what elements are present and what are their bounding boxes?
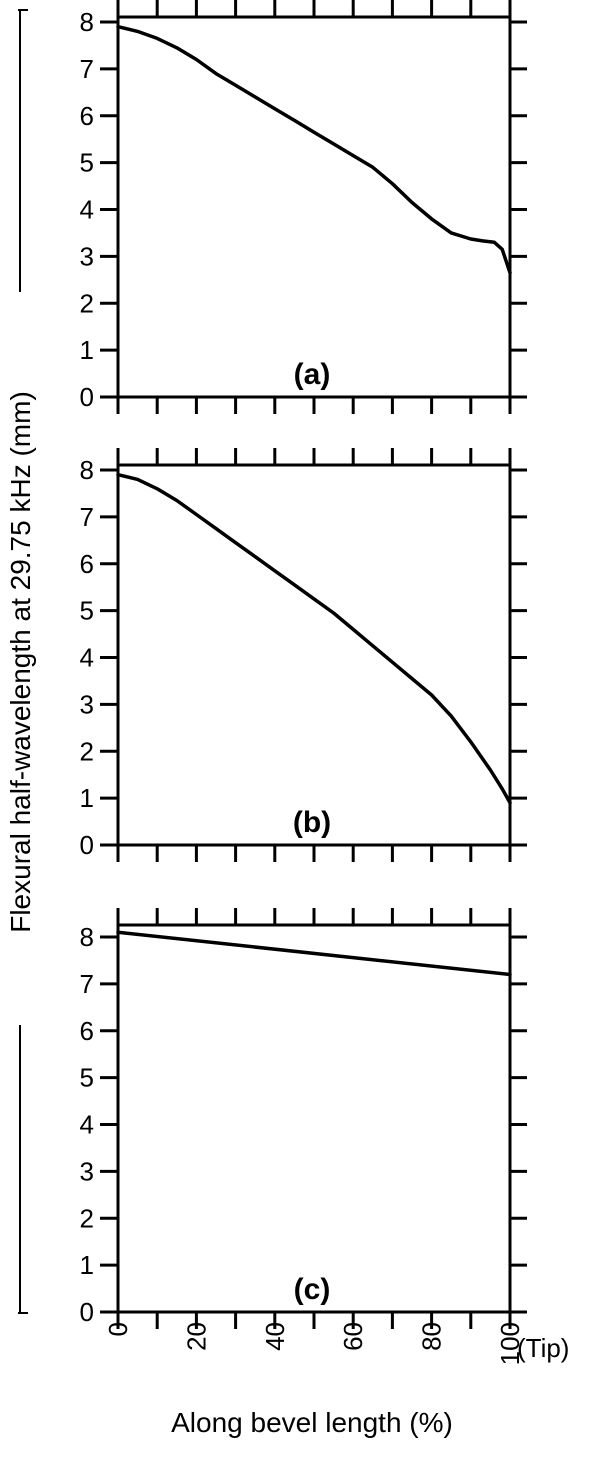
x-tick-labels-group: 0 20 40 60 80 100 — [103, 1322, 525, 1365]
x-tick-label: 80 — [417, 1322, 447, 1351]
panel-c-y-tick-label: 5 — [80, 1063, 94, 1093]
x-tick-label: 60 — [338, 1322, 368, 1351]
panel-b-y-tick-label: 8 — [80, 455, 94, 485]
y-axis-title-group: Flexural half-wavelength at 29.75 kHz (m… — [5, 9, 36, 1314]
panel-b-y-tick-label: 6 — [80, 549, 94, 579]
panel-a: 0 1 2 3 4 5 6 7 8 (a) — [80, 0, 527, 414]
panel-a-y-tick-label: 3 — [80, 241, 94, 271]
panel-b-y-tick-label: 3 — [80, 689, 94, 719]
x-tick-label: 20 — [181, 1322, 211, 1351]
panel-b-y-tick-label: 0 — [80, 830, 94, 860]
x-tick-label: 0 — [103, 1322, 133, 1336]
panel-a-series-line — [116, 24, 512, 275]
panel-c-y-tick-label: 6 — [80, 1016, 94, 1046]
panels-group: 0 1 2 3 4 5 6 7 8 (a) 0 1 2 3 4 5 6 7 8 (b) 0 1 2 3 4 5 6 7 8 (c) — [80, 0, 527, 1329]
panel-c-series-line — [116, 930, 512, 977]
x-tip-label: (Tip) — [517, 1333, 569, 1363]
y-axis-title: Flexural half-wavelength at 29.75 kHz (m… — [5, 391, 36, 933]
x-tick-label: 40 — [260, 1322, 290, 1351]
panel-c-y-tick-label: 2 — [80, 1203, 94, 1233]
panel-a-y-tick-label: 6 — [80, 101, 94, 131]
panel-b-y-tick-label: 4 — [80, 643, 94, 673]
panel-b-y-tick-label: 2 — [80, 736, 94, 766]
x-tick-label: 100 — [495, 1322, 525, 1365]
panel-a-y-tick-label: 0 — [80, 382, 94, 412]
panel-b-y-tick-label: 5 — [80, 596, 94, 626]
panel-c-y-tick-label: 4 — [80, 1110, 94, 1140]
panel-a-y-tick-label: 5 — [80, 148, 94, 178]
panel-c-y-tick-label: 0 — [80, 1297, 94, 1327]
x-axis-title: Along bevel length (%) — [171, 1407, 453, 1438]
panel-a-y-tick-label: 8 — [80, 7, 94, 37]
panel-a-y-tick-label: 7 — [80, 54, 94, 84]
panel-b-series-line — [116, 472, 512, 805]
panel-c-y-tick-label: 8 — [80, 922, 94, 952]
panel-a-y-tick-label: 1 — [80, 335, 94, 365]
panel-a-y-tick-label: 2 — [80, 288, 94, 318]
panel-a-y-tick-label: 4 — [80, 195, 94, 225]
panel-c-label: (c) — [294, 1273, 331, 1306]
panel-c-y-tick-label: 7 — [80, 969, 94, 999]
panel-b-label: (b) — [293, 806, 331, 839]
panel-c-y-tick-label: 3 — [80, 1156, 94, 1186]
panel-b-y-tick-label: 7 — [80, 502, 94, 532]
panel-c: 0 1 2 3 4 5 6 7 8 (c) — [80, 908, 527, 1329]
panel-b: 0 1 2 3 4 5 6 7 8 (b) — [80, 448, 527, 862]
panel-c-y-tick-label: 1 — [80, 1250, 94, 1280]
panel-a-label: (a) — [294, 358, 331, 391]
panel-b-y-tick-label: 1 — [80, 783, 94, 813]
